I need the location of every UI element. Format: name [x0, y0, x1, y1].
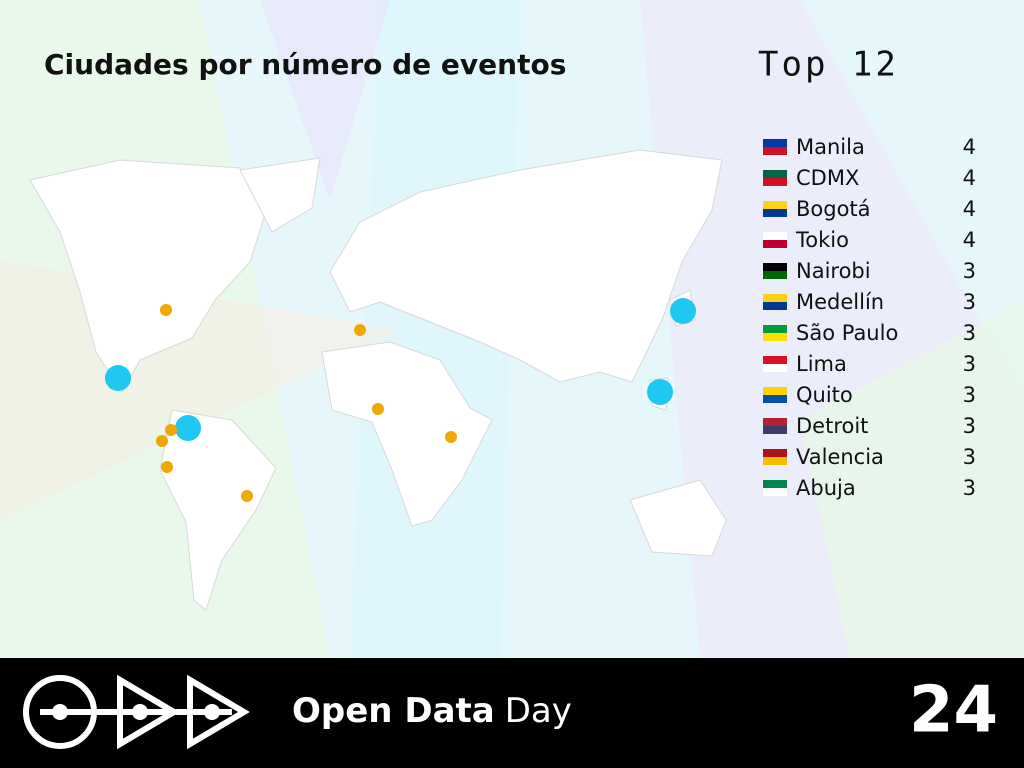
flag [763, 325, 787, 333]
flag [763, 170, 787, 178]
city-count: 3 [963, 352, 976, 376]
city-name: Lima [796, 352, 847, 376]
city-name: Nairobi [796, 259, 871, 283]
city-marker [165, 424, 177, 436]
flag [763, 426, 787, 434]
city-marker [647, 379, 673, 405]
city-name: São Paulo [796, 321, 898, 345]
city-list: Manila 4 CDMX 4 Bogotá 4 Tokio 4 Nairobi 3 Medellí… [763, 135, 976, 500]
brand-bold: Open Data [292, 691, 495, 731]
city-marker [445, 431, 457, 443]
city-count: 4 [963, 135, 976, 159]
flag [763, 263, 787, 271]
city-count: 3 [963, 476, 976, 500]
city-name: Valencia [796, 445, 884, 469]
city-marker [160, 304, 172, 316]
world-map [29, 149, 727, 611]
flag [763, 356, 787, 364]
flag [763, 294, 787, 302]
city-name: Bogotá [796, 197, 871, 221]
city-count: 4 [963, 166, 976, 190]
flag [763, 139, 787, 147]
flag [763, 240, 787, 248]
city-marker [105, 365, 131, 391]
background [0, 0, 1024, 658]
flag [763, 147, 787, 155]
brand: Open Data Day [292, 691, 572, 731]
footer: Open Data Day 24 [0, 658, 1024, 768]
city-count: 3 [963, 445, 976, 469]
city-marker [175, 415, 201, 441]
flag [763, 201, 787, 209]
city-count: 4 [963, 228, 976, 252]
city-name: CDMX [796, 166, 859, 190]
city-count: 3 [963, 290, 976, 314]
flag [763, 271, 787, 279]
city-name: Tokio [795, 228, 849, 252]
city-name: Abuja [796, 476, 856, 500]
city-marker [161, 461, 173, 473]
flag [763, 395, 787, 403]
city-markers [105, 298, 696, 502]
flag [763, 209, 787, 217]
brand-light: Day [505, 691, 572, 731]
title: Ciudades por número de eventos [44, 48, 566, 81]
city-marker [670, 298, 696, 324]
year: 24 [909, 674, 998, 748]
flag [763, 387, 787, 395]
city-marker [156, 435, 168, 447]
city-marker [241, 490, 253, 502]
city-count: 3 [963, 259, 976, 283]
city-count: 3 [963, 321, 976, 345]
flag [763, 488, 787, 496]
flag [763, 480, 787, 488]
city-name: Manila [796, 135, 865, 159]
flag [763, 302, 787, 310]
subtitle: Top 12 [758, 45, 899, 85]
city-count: 3 [963, 414, 976, 438]
city-name: Medellín [796, 290, 884, 314]
city-count: 4 [963, 197, 976, 221]
flag [763, 178, 787, 186]
flag [763, 457, 787, 465]
city-name: Detroit [796, 414, 868, 438]
logo [23, 674, 250, 750]
flag [763, 418, 787, 426]
flag [763, 333, 787, 341]
city-marker [372, 403, 384, 415]
city-marker [354, 324, 366, 336]
flag [763, 364, 787, 372]
city-count: 3 [963, 383, 976, 407]
flag [763, 449, 787, 457]
city-name: Quito [796, 383, 853, 407]
flag [763, 232, 787, 240]
